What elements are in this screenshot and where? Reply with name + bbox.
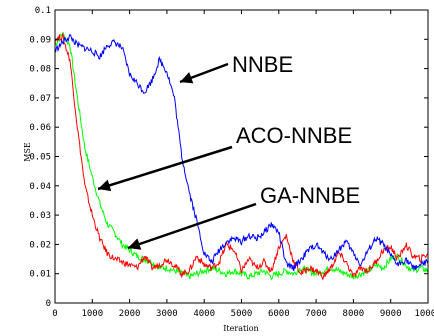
x-tick-label: 4000	[193, 309, 215, 319]
series-line-ga-nnbe	[54, 32, 429, 281]
series-line-nnbe	[54, 33, 429, 272]
y-axis-label: MSE	[23, 142, 32, 162]
y-tick-label: 0.02	[29, 240, 51, 250]
x-tick-label: 9000	[380, 309, 402, 319]
callout-arrow-aco-nnbe	[97, 145, 233, 191]
y-tick-label: 0.09	[29, 35, 51, 45]
x-tick-label: 5000	[231, 309, 253, 319]
x-tick-label: 3000	[156, 309, 178, 319]
y-tick-label: 0.03	[29, 211, 51, 221]
x-tick-label: 2000	[119, 309, 141, 319]
callout-arrowhead-nnbe	[180, 72, 194, 84]
x-tick-label: 6000	[268, 309, 290, 319]
x-tick-label: 0	[52, 309, 57, 319]
callout-arrowhead-ga-nnbe	[128, 238, 142, 250]
y-tick-label: 0.07	[29, 94, 51, 104]
y-tick-label: 0	[46, 299, 51, 309]
y-tick-label: 0.05	[29, 153, 51, 163]
x-tick-label: 8000	[343, 309, 365, 319]
callout-arrow-ga-nnbe	[127, 202, 257, 250]
x-tick-label: 1000	[81, 309, 103, 319]
y-tick-label: 0.1	[35, 6, 51, 16]
callout-label-nnbe: NNBE	[232, 52, 293, 77]
y-tick-label: 0.08	[29, 65, 51, 75]
y-tick-label: 0.01	[29, 270, 51, 280]
y-tick-label: 0.04	[29, 182, 51, 192]
x-tick-label: 7000	[305, 309, 327, 319]
callout-label-ga-nnbe: GA-NNBE	[260, 183, 360, 208]
y-tick-label: 0.06	[29, 123, 51, 133]
callout-arrowhead-aco-nnbe	[98, 179, 112, 192]
x-axis-label: Iteration	[223, 324, 258, 333]
callout-label-aco-nnbe: ACO-NNBE	[236, 123, 352, 148]
